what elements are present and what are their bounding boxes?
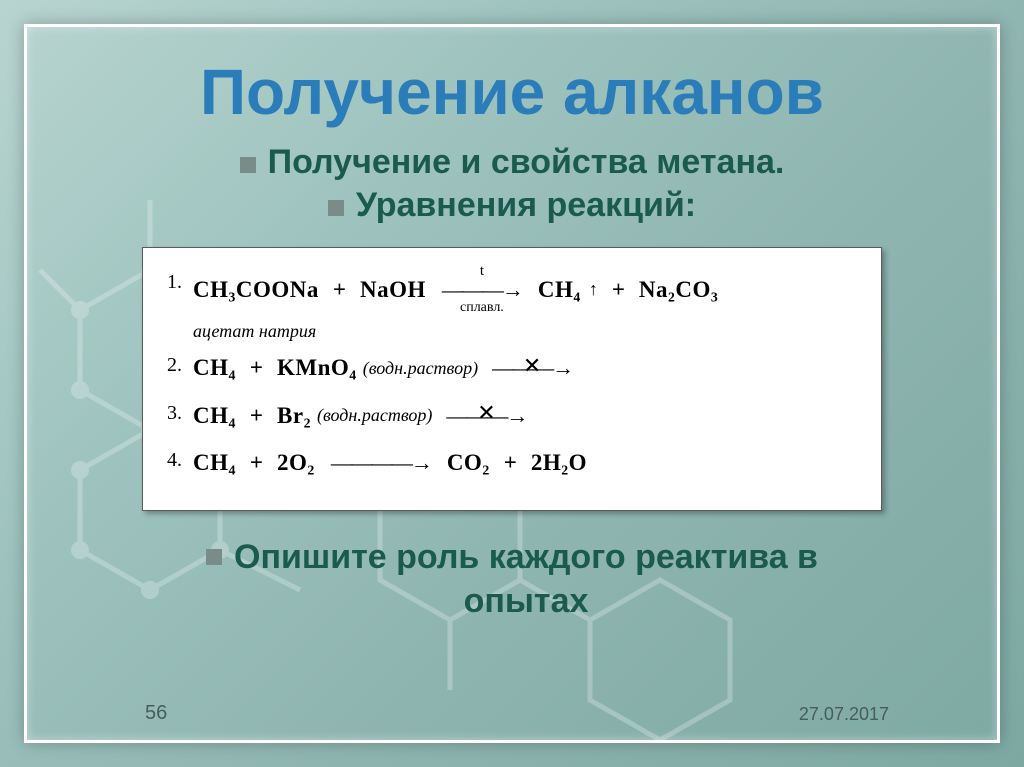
no-reaction-arrow-icon: ———→ — [492, 348, 572, 388]
product: Na₂CO₃ — [639, 269, 718, 310]
plus-sign: + — [612, 269, 625, 310]
reagent-label: ацетат натрия — [193, 315, 857, 347]
bullet-icon — [206, 549, 222, 565]
plus-sign: + — [504, 442, 517, 483]
subtitle-1: Получение и свойства метана. — [268, 143, 785, 182]
slide-date: 27.07.2017 — [799, 704, 889, 725]
equation-3: 3. CH₄ + Br₂ (водн.раствор) ———→ — [167, 395, 857, 436]
reagent: CH₄ — [193, 347, 236, 388]
plus-sign: + — [250, 347, 263, 388]
gas-arrow-icon: ↑ — [589, 273, 598, 305]
eq-num: 2. — [167, 347, 193, 383]
bullet-icon — [328, 200, 344, 216]
eq-num: 4. — [167, 442, 193, 478]
annotation: (водн.раствор) — [363, 352, 478, 384]
equation-2: 2. CH₄ + KMnO₄ (водн.раствор) ———→ — [167, 347, 857, 388]
plus-sign: + — [250, 442, 263, 483]
subtitle-row-1: Получение и свойства метана. — [240, 143, 785, 186]
footer-prompt: Опишите роль каждого реактива в опытах — [234, 535, 818, 623]
reagent: KMnO₄ — [277, 347, 357, 388]
reagent: CH₃COONa — [193, 269, 319, 310]
product: 2H₂O — [531, 442, 587, 483]
plus-sign: + — [333, 269, 346, 310]
footer-row: Опишите роль каждого реактива в опытах — [206, 535, 818, 623]
reagent: 2O₂ — [277, 442, 315, 483]
slide-title: Получение алканов — [200, 55, 824, 129]
subtitle-2: Уравнения реакций: — [356, 186, 696, 225]
equation-4: 4. CH₄ + 2O₂ ————→ CO₂ + 2H₂O — [167, 442, 857, 483]
annotation: (водн.раствор) — [317, 399, 432, 431]
eq-num: 3. — [167, 395, 193, 431]
reaction-arrow: t ———→ сплавл. — [442, 264, 522, 315]
equation-1: 1. CH₃COONa + NaOH t ———→ сплавл. CH₄↑ +… — [167, 264, 857, 315]
bullet-icon — [240, 157, 256, 173]
product: CO₂ — [447, 442, 490, 483]
slide-frame: Получение алканов Получение и свойства м… — [24, 24, 1000, 743]
reagent: NaOH — [360, 269, 426, 310]
reaction-arrow: ————→ — [331, 452, 431, 474]
no-reaction-arrow-icon: ———→ — [446, 396, 526, 436]
eq-num: 1. — [167, 264, 193, 300]
slide-number: 56 — [145, 702, 167, 725]
subtitle-row-2: Уравнения реакций: — [328, 186, 696, 229]
plus-sign: + — [250, 395, 263, 436]
reagent: Br₂ — [277, 395, 311, 436]
reagent: CH₄ — [193, 442, 236, 483]
equations-panel: 1. CH₃COONa + NaOH t ———→ сплавл. CH₄↑ +… — [142, 247, 882, 511]
reagent: CH₄ — [193, 395, 236, 436]
product: CH₄ — [538, 269, 581, 310]
